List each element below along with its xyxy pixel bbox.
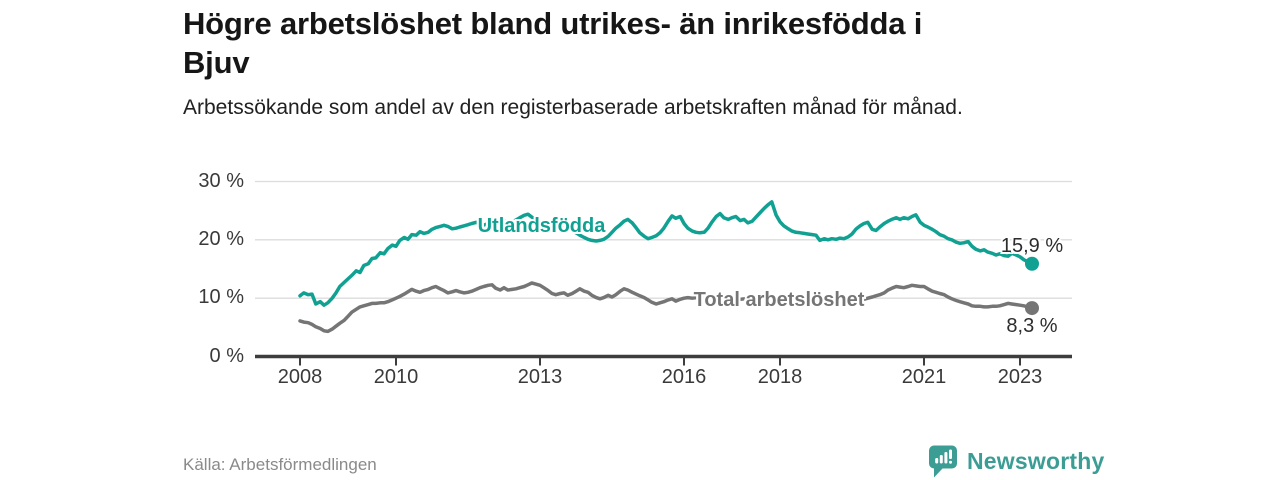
series-end-dot-utlandsf-dda	[1025, 256, 1039, 271]
chart-title-line2: Bjuv	[183, 45, 250, 80]
chart-title-line1: Högre arbetslöshet bland utrikes- än inr…	[183, 6, 923, 41]
series-line-utlandsf-dda	[298, 200, 1034, 307]
series-end-dot-total-arbetsl-shet	[1025, 301, 1039, 316]
newsworthy-logo: Newsworthy	[929, 445, 1104, 478]
chart-subtitle: Arbetssökande som andel av den registerb…	[183, 96, 963, 119]
newsworthy-wordmark: Newsworthy	[967, 448, 1105, 474]
series-line-total-arbetsl-shet	[298, 281, 1034, 334]
source-note: Källa: Arbetsförmedlingen	[183, 455, 377, 474]
chart-title: Högre arbetslöshet bland utrikes- än inr…	[183, 4, 1113, 82]
newsworthy-bar-chart-bubble-icon	[929, 445, 957, 478]
